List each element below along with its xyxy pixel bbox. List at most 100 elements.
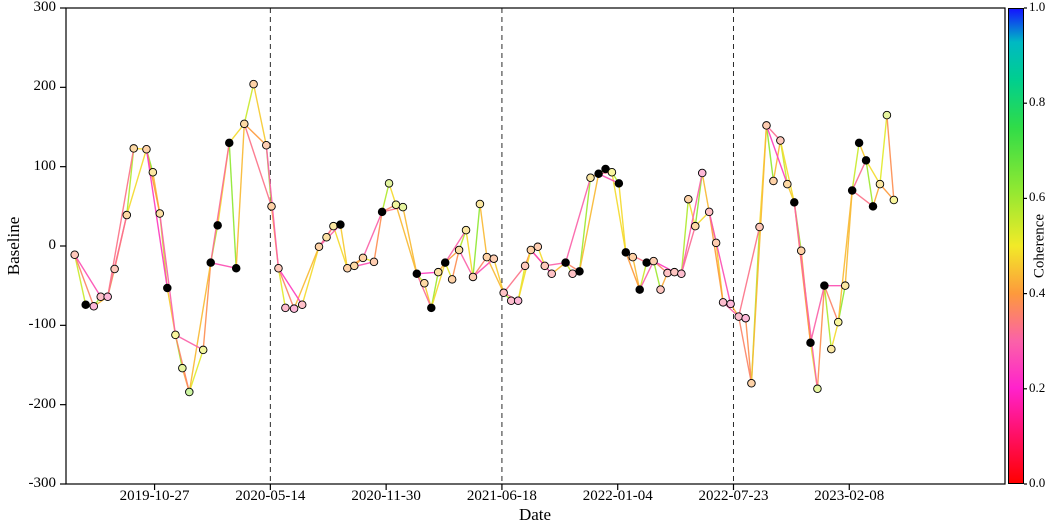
y-tick-label: 200 [33, 78, 57, 95]
colorbar [1008, 8, 1024, 484]
x-tick-label: 2019-10-27 [119, 488, 190, 504]
coherence-edge [243, 123, 267, 146]
coherence-edge [472, 203, 481, 278]
data-node [185, 387, 194, 397]
coherence-edge [680, 199, 690, 274]
data-node-black [81, 300, 90, 309]
coherence-edge [738, 316, 753, 384]
data-node [267, 202, 276, 211]
y-tick-label: -200 [28, 395, 57, 412]
coherence-edge [701, 172, 710, 213]
coherence-edge [879, 115, 888, 185]
data-node [489, 254, 499, 263]
data-node [420, 279, 429, 288]
coherence-edge [332, 225, 349, 269]
coherence-edge [430, 262, 446, 309]
data-node [249, 79, 258, 89]
data-node [281, 303, 290, 313]
coherence-edge [252, 84, 267, 146]
coherence-edge [816, 285, 826, 389]
coherence-edge [126, 149, 148, 216]
data-node [461, 225, 471, 235]
coherence-edge [402, 206, 418, 274]
x-tick-label: 2022-01-04 [582, 488, 653, 504]
coherence-edge [416, 273, 432, 309]
data-node [684, 194, 693, 204]
coherence-edge [865, 159, 881, 185]
data-node [670, 267, 679, 277]
data-node [704, 207, 714, 217]
data-node [747, 378, 756, 388]
coherence-edge [618, 183, 627, 253]
x-tick-label: 2022-07-23 [698, 488, 769, 504]
data-node-black [163, 283, 172, 293]
data-node-black [561, 258, 570, 267]
colorbar-tick-label: 0.4 [1029, 284, 1046, 300]
colorbar-tick-label: 0.6 [1029, 189, 1046, 205]
coherence-edge [578, 177, 592, 272]
coherence-edge [830, 321, 839, 350]
coherence-edge [793, 202, 819, 389]
x-tick-label: 2020-11-30 [351, 488, 421, 504]
coherence-edge [744, 318, 753, 384]
coherence-edge [632, 256, 641, 290]
coherence-edge [708, 211, 724, 303]
data-node [329, 221, 338, 231]
coherence-edge [174, 334, 190, 393]
data-node [142, 144, 151, 154]
coherence-edge [625, 252, 641, 290]
coherence-edge [687, 199, 696, 227]
data-node [89, 302, 99, 311]
data-node [586, 173, 595, 183]
coherence-edge [765, 125, 788, 185]
coherence-edge [750, 125, 768, 384]
data-node [741, 313, 750, 323]
coherence-edge [243, 123, 273, 207]
data-node [656, 285, 665, 294]
data-node [482, 252, 492, 262]
data-node [289, 304, 299, 313]
coherence-edge [210, 142, 230, 263]
data-node [734, 312, 743, 321]
coherence-edge [210, 261, 237, 269]
data-node [454, 245, 464, 255]
coherence-edge [444, 229, 467, 264]
colorbar-label: Coherence [1031, 213, 1046, 279]
coherence-edge [458, 249, 474, 278]
coherence-edge [564, 177, 592, 263]
data-node-black [790, 198, 799, 207]
data-node-black [427, 303, 436, 313]
coherence-edge [738, 226, 761, 317]
data-node [796, 246, 806, 256]
data-node-black [231, 263, 241, 273]
data-node [506, 296, 516, 305]
data-node [628, 252, 638, 262]
coherence-edge [865, 160, 874, 207]
coherence-edge [479, 203, 488, 258]
coherence-edge [74, 254, 95, 307]
coherence-edge [779, 140, 795, 203]
data-node [148, 167, 158, 177]
data-node-black [213, 221, 222, 230]
data-node [697, 168, 707, 178]
coherence-edge [395, 204, 418, 274]
coherence-edge [503, 265, 526, 294]
coherence-edge [293, 246, 320, 309]
colorbar-tick-label: 1.0 [1029, 0, 1046, 14]
coherence-edge [277, 268, 287, 309]
coherence-edge [277, 267, 303, 306]
data-node [350, 261, 359, 271]
data-node [663, 268, 672, 278]
x-tick-label: 2023-02-08 [814, 488, 885, 504]
data-node [769, 176, 778, 186]
coherence-edge [823, 285, 833, 350]
coherence-edge [451, 249, 460, 280]
coherence-edge [851, 189, 874, 207]
data-node [499, 288, 508, 298]
coherence-edge [188, 262, 212, 393]
coherence-edge [772, 140, 782, 182]
data-node [540, 261, 550, 271]
coherence-edge [639, 260, 655, 290]
coherence-edge [851, 142, 860, 191]
